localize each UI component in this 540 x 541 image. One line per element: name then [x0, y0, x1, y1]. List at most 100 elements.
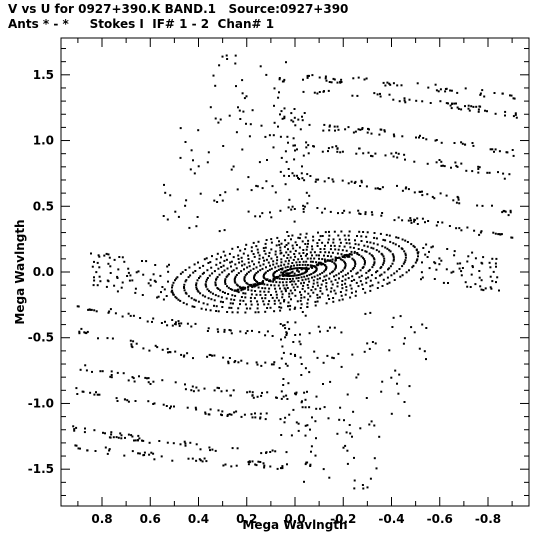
data-point — [247, 461, 250, 463]
data-point — [368, 128, 370, 131]
data-point — [106, 452, 109, 455]
data-point — [178, 324, 181, 327]
data-point — [241, 264, 243, 267]
data-point — [237, 291, 240, 294]
data-point — [176, 276, 179, 279]
data-point — [331, 356, 334, 359]
data-point — [266, 283, 269, 286]
data-point — [222, 301, 224, 304]
data-point — [302, 208, 305, 210]
data-point — [388, 267, 391, 270]
data-point — [198, 266, 201, 269]
data-point — [272, 263, 275, 266]
data-point — [268, 300, 271, 303]
data-point — [129, 314, 132, 317]
data-point — [241, 260, 244, 263]
data-point — [196, 279, 199, 282]
data-point — [308, 194, 311, 197]
x-tick-label: -0.8 — [475, 512, 501, 526]
data-point — [226, 285, 228, 288]
data-point — [251, 109, 254, 112]
data-point — [230, 260, 233, 263]
data-point — [389, 250, 392, 253]
data-point — [421, 190, 423, 193]
data-point — [363, 263, 366, 266]
data-point — [278, 91, 280, 94]
data-point — [306, 76, 309, 79]
data-point — [189, 441, 192, 444]
data-point — [248, 135, 251, 138]
data-point — [360, 181, 363, 184]
data-point — [292, 137, 295, 140]
data-point — [396, 156, 399, 159]
data-point — [352, 131, 355, 134]
data-point — [370, 211, 373, 214]
data-point — [272, 363, 275, 366]
data-point — [90, 308, 93, 311]
data-point — [354, 180, 357, 183]
data-point — [197, 165, 200, 168]
data-point — [399, 275, 402, 278]
data-point — [276, 277, 279, 280]
data-point — [280, 390, 283, 393]
data-point — [169, 407, 171, 410]
data-point — [280, 467, 282, 470]
data-point — [301, 287, 304, 290]
data-point — [185, 279, 188, 282]
data-point — [382, 278, 385, 281]
data-point — [364, 261, 366, 264]
data-point — [326, 255, 329, 257]
data-point — [456, 106, 459, 109]
data-point — [206, 269, 209, 272]
data-point — [416, 258, 419, 261]
data-point — [489, 275, 492, 278]
data-point — [280, 156, 283, 159]
data-point — [334, 263, 337, 266]
data-point — [363, 258, 366, 261]
data-point — [285, 269, 288, 272]
data-point — [389, 240, 392, 243]
data-point — [227, 293, 230, 295]
data-point — [350, 253, 353, 256]
data-point — [198, 458, 201, 461]
data-point — [440, 259, 443, 262]
data-point — [305, 141, 308, 144]
data-point — [368, 252, 371, 255]
data-point — [509, 209, 512, 212]
data-point — [211, 272, 214, 275]
data-point — [277, 268, 280, 271]
data-point — [311, 264, 314, 267]
data-point — [404, 158, 406, 161]
data-point — [314, 270, 317, 272]
data-point — [180, 322, 183, 325]
data-point — [195, 386, 198, 389]
data-point — [299, 267, 302, 269]
data-point — [378, 250, 381, 253]
data-point — [392, 133, 395, 136]
data-point — [388, 249, 391, 252]
data-point — [109, 265, 112, 268]
data-point — [254, 215, 257, 218]
data-point — [131, 435, 134, 438]
data-point — [327, 417, 330, 420]
data-point — [289, 352, 292, 355]
data-point — [477, 171, 480, 174]
data-point — [316, 274, 319, 277]
data-point — [284, 260, 287, 263]
data-point — [268, 287, 271, 290]
data-point — [236, 188, 239, 191]
data-point — [447, 282, 449, 284]
data-point — [336, 81, 339, 84]
data-point — [390, 412, 393, 415]
data-point — [306, 305, 309, 308]
data-point — [201, 294, 204, 297]
data-point — [172, 442, 175, 445]
data-point — [257, 270, 259, 273]
data-point — [349, 296, 352, 299]
data-point — [237, 361, 240, 364]
data-point — [302, 204, 305, 207]
data-point — [392, 155, 395, 158]
data-point — [286, 278, 289, 281]
data-point — [255, 464, 258, 467]
data-point — [358, 230, 361, 233]
